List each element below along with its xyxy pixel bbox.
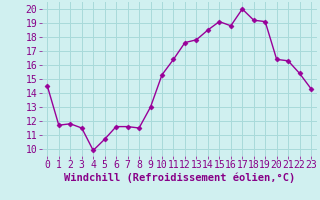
X-axis label: Windchill (Refroidissement éolien,°C): Windchill (Refroidissement éolien,°C) [64, 173, 295, 183]
